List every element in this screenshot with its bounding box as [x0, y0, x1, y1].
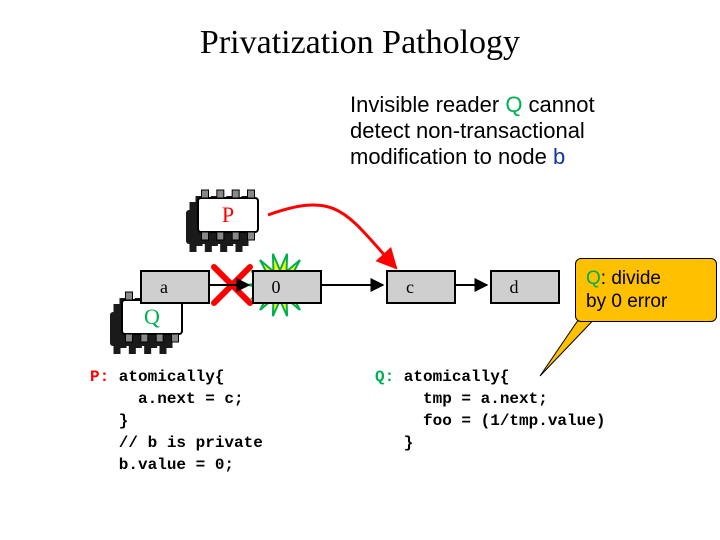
speech-bubble: Q: divide by 0 error [575, 258, 717, 322]
code-q: Q: atomically{ tmp = a.next; foo = (1/tm… [375, 366, 605, 454]
node-c: c [386, 270, 434, 304]
node-a-next [184, 270, 210, 304]
node-b-next [296, 270, 322, 304]
node-c-next [430, 270, 456, 304]
node-d-next [534, 270, 560, 304]
code-p: P: atomically{ a.next = c; } // b is pri… [90, 366, 263, 476]
x-overlay [214, 267, 250, 303]
node-d: d [490, 270, 538, 304]
node-b: 0 [252, 270, 300, 304]
x-overlay [214, 267, 250, 303]
curved-arrow-P-c [268, 205, 396, 268]
subtitle: Invisible reader Q cannotdetect non-tran… [350, 92, 595, 170]
node-a: a [140, 270, 188, 304]
chip-label-P: P [198, 202, 258, 228]
chip-label-Q: Q [122, 304, 182, 330]
page-title: Privatization Pathology [0, 24, 720, 62]
